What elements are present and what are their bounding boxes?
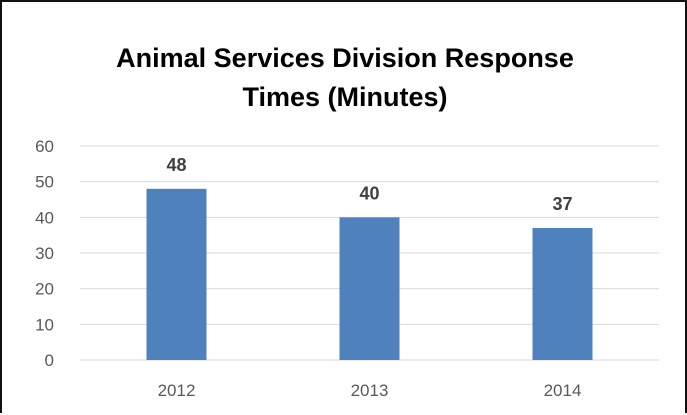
bar-2012 xyxy=(146,188,207,360)
y-tick-label: 50 xyxy=(35,173,54,192)
x-tick-label-2014: 2014 xyxy=(544,381,582,400)
chart-title-line-2: Times (Minutes) xyxy=(242,82,447,112)
data-label-2012: 48 xyxy=(166,155,186,175)
chart-title-line-1: Animal Services Division Response xyxy=(116,43,574,73)
y-tick-label: 20 xyxy=(35,280,54,299)
y-tick-label: 0 xyxy=(45,351,54,370)
y-tick-label: 40 xyxy=(35,208,54,227)
data-label-2013: 40 xyxy=(359,183,379,203)
bar-2013 xyxy=(339,217,400,360)
y-tick-label: 10 xyxy=(35,315,54,334)
x-axis-tick-labels: 2012 2013 2014 xyxy=(158,381,582,400)
x-tick-label-2013: 2013 xyxy=(351,381,389,400)
data-labels: 48 40 37 xyxy=(166,155,572,214)
y-tick-label: 60 xyxy=(35,137,54,156)
y-axis-tick-labels: 0 10 20 30 40 50 60 xyxy=(35,137,54,370)
x-tick-label-2012: 2012 xyxy=(158,381,196,400)
y-tick-label: 30 xyxy=(35,244,54,263)
chart-title: Animal Services Division Response Times … xyxy=(116,43,574,112)
data-label-2014: 37 xyxy=(552,194,572,214)
bars xyxy=(146,188,593,360)
bar-2014 xyxy=(532,228,593,360)
